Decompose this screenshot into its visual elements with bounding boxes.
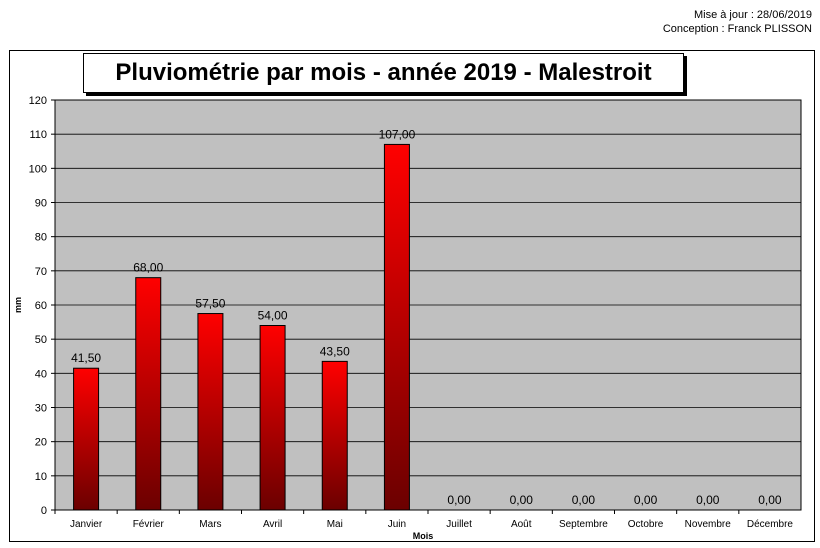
data-label: 0,00: [634, 493, 658, 507]
data-label: 107,00: [379, 127, 416, 141]
x-category-label: Mars: [199, 519, 221, 530]
y-tick-label: 20: [35, 437, 47, 449]
x-category-label: Août: [511, 519, 532, 530]
x-category-label: Novembre: [685, 519, 732, 530]
x-category-label: Décembre: [747, 519, 794, 530]
data-label: 0,00: [696, 493, 720, 507]
chart-title: Pluviométrie par mois - année 2019 - Mal…: [83, 53, 684, 93]
y-tick-labels: 0 10 20 30 40 50 60 70 80 90 100 110 120: [29, 95, 47, 517]
x-category-label: Juillet: [446, 519, 472, 530]
author-credit: Conception : Franck PLISSON: [662, 23, 812, 35]
x-category-label: Janvier: [70, 519, 103, 530]
x-category-labels: Janvier Février Mars Avril Mai Juin Juillet Aoû…: [70, 519, 793, 530]
y-tick-label: 10: [35, 471, 47, 483]
data-label: 57,50: [195, 297, 225, 311]
data-label: 68,00: [133, 261, 163, 275]
bar: [383, 143, 410, 511]
y-tick-label: 110: [29, 129, 47, 141]
x-category-label: Juin: [388, 519, 406, 530]
y-tick-label: 120: [29, 95, 47, 107]
data-label: 0,00: [447, 493, 471, 507]
x-category-label: Mai: [327, 519, 343, 530]
bar: [321, 360, 348, 511]
data-label: 0,00: [572, 493, 596, 507]
y-tick-label: 60: [35, 300, 47, 312]
bar: [259, 325, 286, 511]
y-tick-label: 40: [35, 368, 47, 380]
x-category-label: Octobre: [628, 519, 664, 530]
data-label: 43,50: [320, 344, 350, 358]
y-tick-label: 100: [29, 163, 47, 175]
x-category-label: Février: [133, 519, 165, 530]
y-tick-label: 50: [35, 334, 47, 346]
bar: [73, 367, 100, 511]
y-tick-label: 80: [35, 232, 47, 244]
y-tick-label: 70: [35, 266, 47, 278]
x-axis-title: Mois: [413, 531, 434, 541]
header-info: Mise à jour : 28/06/2019 Conception : Fr…: [663, 8, 812, 36]
y-tick-label: 30: [35, 403, 47, 415]
y-axis-title: mm: [13, 297, 23, 313]
data-labels: 41,50 68,00 57,50 54,00 43,50 107,00 0,00 0,00 0…: [71, 127, 782, 507]
bar: [197, 313, 224, 511]
update-date: Mise à jour : 28/06/2019: [693, 9, 812, 21]
bars: [73, 143, 410, 511]
data-label: 0,00: [510, 493, 534, 507]
data-label: 41,50: [71, 351, 101, 365]
x-category-label: Avril: [263, 519, 282, 530]
y-tick-label: 0: [41, 505, 47, 517]
y-tick-label: 90: [35, 198, 47, 210]
x-category-label: Septembre: [559, 519, 608, 530]
data-label: 0,00: [758, 493, 782, 507]
data-label: 54,00: [258, 309, 288, 323]
bar: [135, 277, 162, 511]
